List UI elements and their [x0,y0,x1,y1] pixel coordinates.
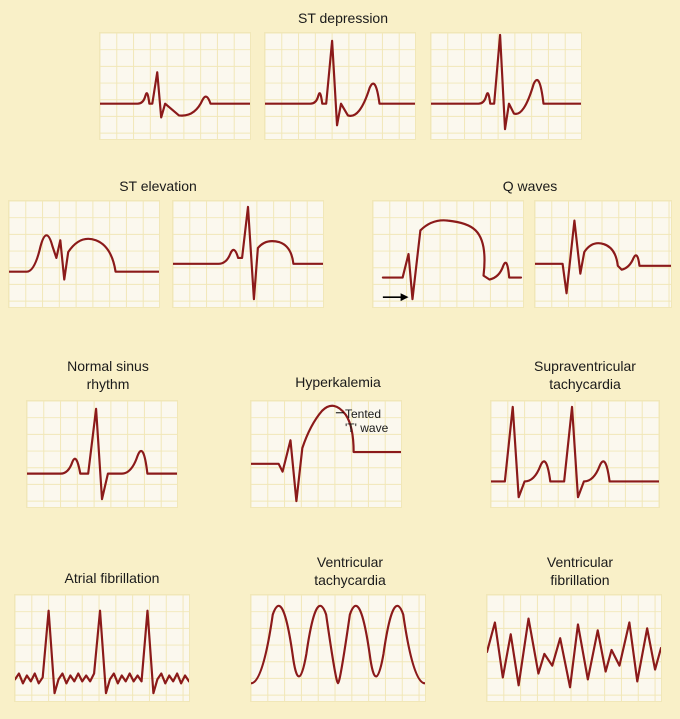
ecg-panel-stdep1 [99,32,251,140]
title-vtach: Ventricular tachycardia [280,554,420,589]
ecg-panel-stdep3 [430,32,582,140]
ecg-panel-stelev2 [172,200,324,308]
ecg-panel-afib [14,594,190,702]
ecg-panel-stdep2 [264,32,416,140]
title-normal_sinus: Normal sinus rhythm [48,358,168,393]
title-st_depression: ST depression [248,10,438,28]
ecg-panel-vfib [486,594,662,702]
title-vfib: Ventricular fibrillation [510,554,650,589]
ecg-panel-nsinus [26,400,178,508]
ecg-panel-vtach [250,594,426,702]
ecg-panel-stelev1 [8,200,160,308]
title-st_elevation: ST elevation [78,178,238,196]
ecg-panel-qwave1 [372,200,524,308]
title-hyperkalemia: Hyperkalemia [278,374,398,392]
ecg-panel-hyperk: Tented 'T' wave [250,400,402,508]
ecg-panel-svt [490,400,660,508]
ecg-panel-qwave2 [534,200,672,308]
title-afib: Atrial fibrillation [42,570,182,588]
title-q_waves: Q waves [460,178,600,196]
title-svt: Supraventricular tachycardia [510,358,660,393]
